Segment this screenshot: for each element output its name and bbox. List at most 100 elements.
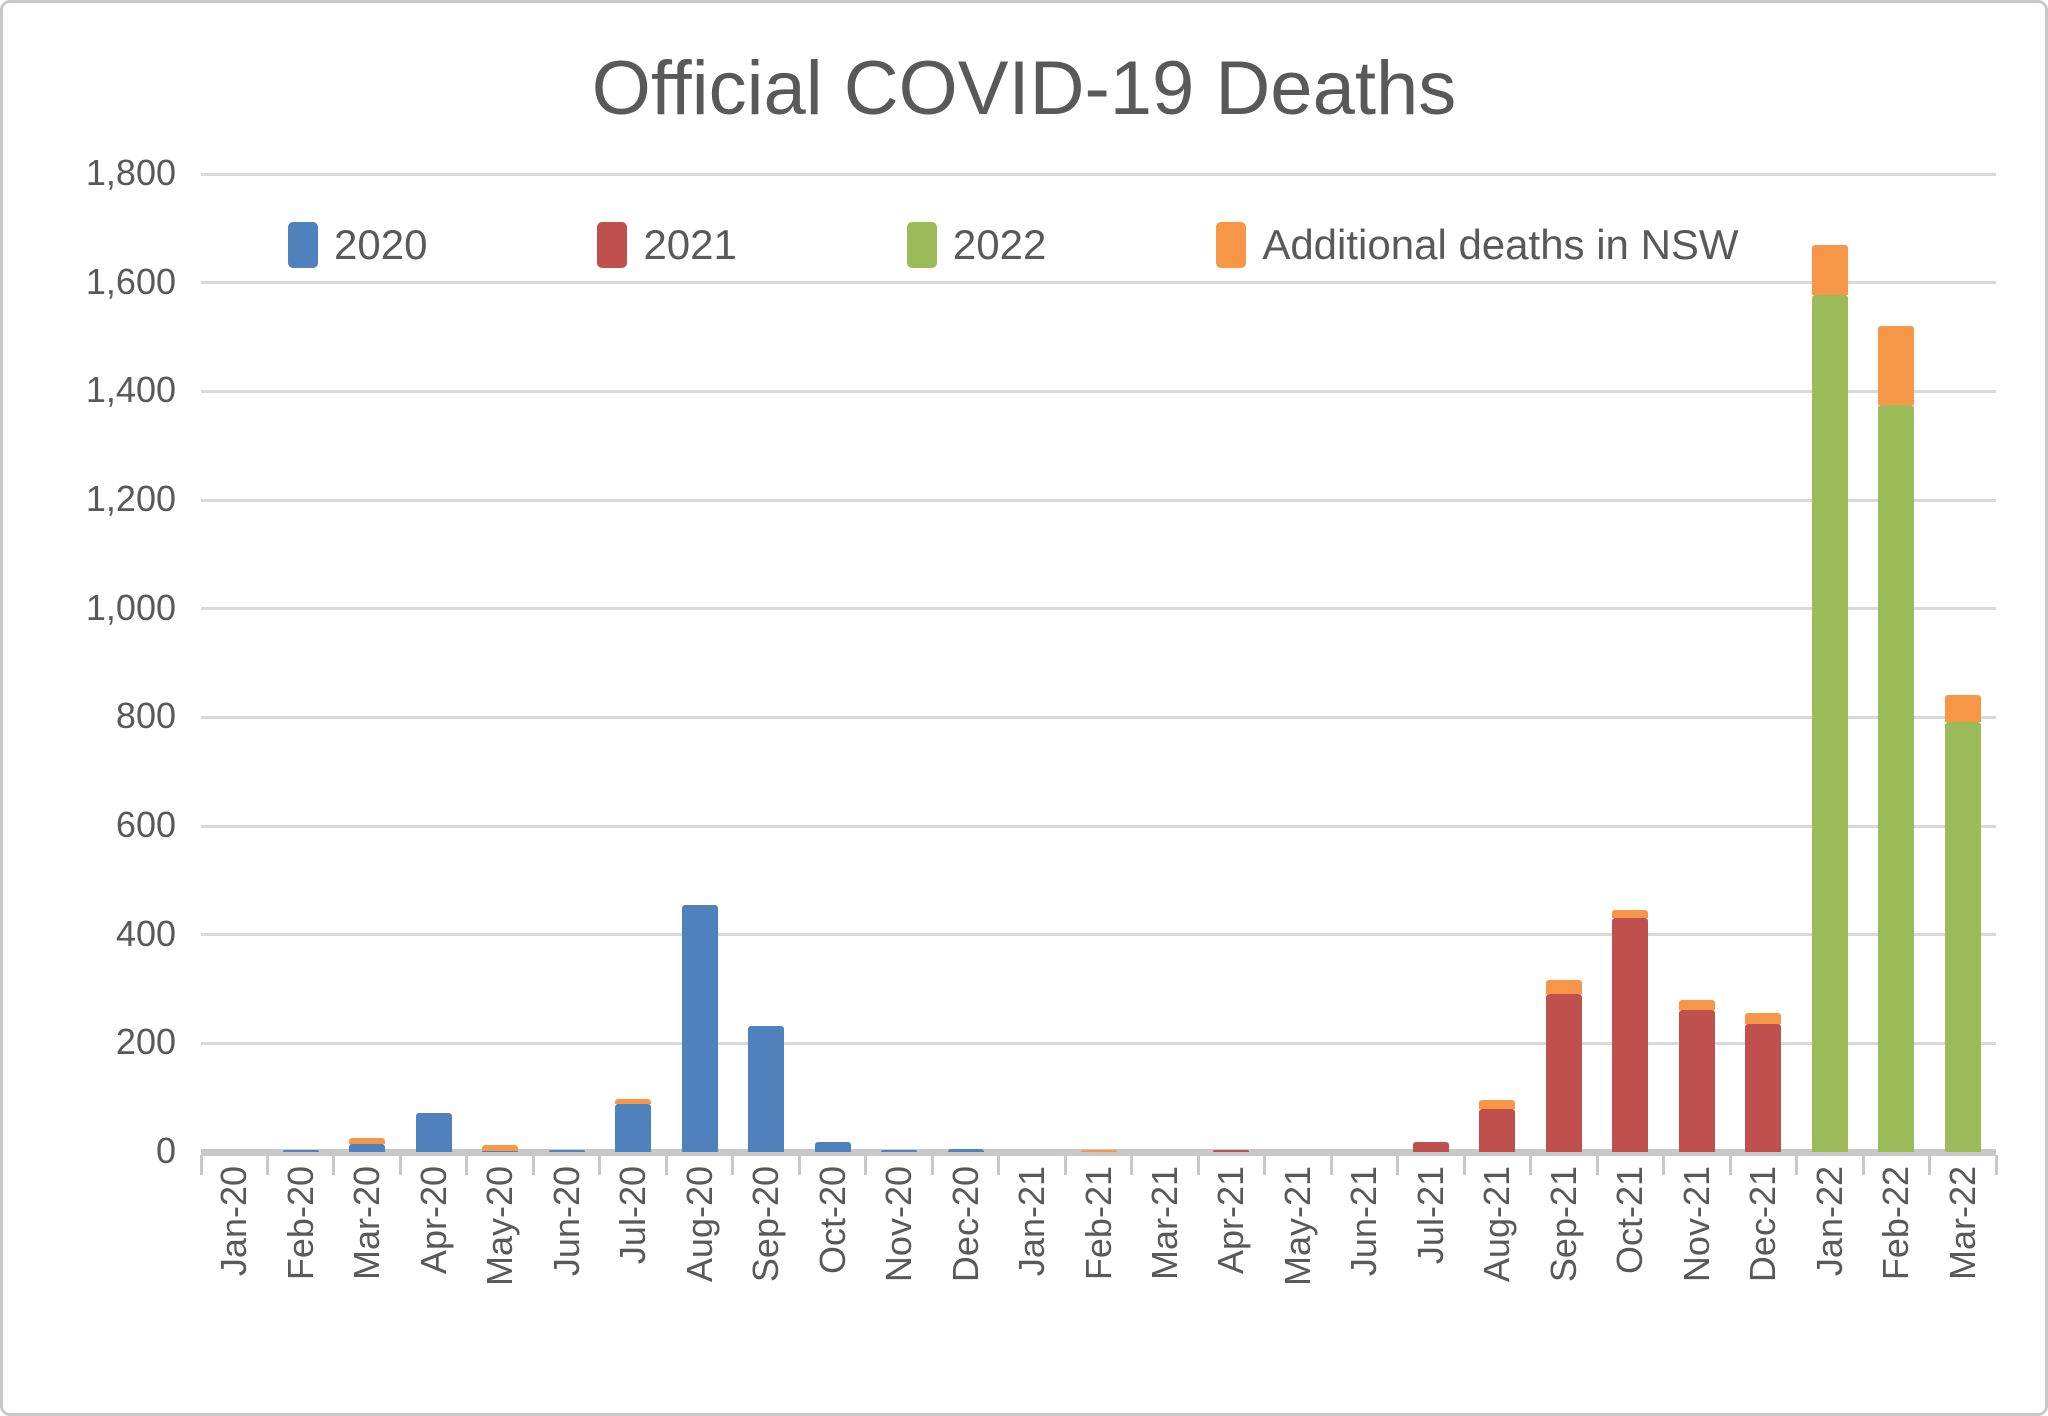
axis-tick: [531, 1155, 535, 1175]
bar-segment-2021-nov-21: [1678, 1009, 1715, 1152]
x-axis-label: Jan-22: [1808, 1166, 1850, 1277]
axis-tick: [1728, 1155, 1732, 1175]
gridline: [201, 933, 1996, 937]
x-axis-label: Jun-21: [1343, 1166, 1385, 1277]
x-axis-label: Jan-20: [213, 1166, 255, 1277]
x-axis-label: Oct-20: [811, 1166, 853, 1275]
bar-segment-2020-oct-20: [814, 1141, 851, 1152]
x-axis-label: Jun-20: [545, 1166, 587, 1277]
y-axis-label: 1,000: [85, 586, 176, 628]
axis-tick: [664, 1155, 668, 1175]
bar-segment-additional-deaths-in-nsw-oct-21: [1612, 910, 1649, 919]
bar-segment-2021-jul-21: [1412, 1141, 1449, 1152]
axis-tick: [1063, 1155, 1067, 1175]
axis-tick: [265, 1155, 269, 1175]
bar-segment-additional-deaths-in-nsw-sep-21: [1545, 980, 1582, 995]
bar-segment-2020-mar-20: [349, 1144, 386, 1152]
x-axis-label: Aug-21: [1476, 1166, 1518, 1283]
axis-tick: [1263, 1155, 1267, 1175]
axis-tick: [332, 1155, 336, 1175]
x-axis-label: Mar-22: [1941, 1166, 1983, 1281]
covid-deaths-chart: Official COVID-19 Deaths 2020 2021 2022 …: [3, 3, 2045, 1413]
y-axis-label: 0: [155, 1130, 176, 1171]
axis-tick: [199, 1155, 203, 1175]
y-axis-label: 1,400: [85, 369, 176, 411]
bar-segment-2021-oct-21: [1612, 918, 1649, 1152]
axis-tick: [398, 1155, 402, 1175]
bar-segment-additional-deaths-in-nsw-mar-20: [349, 1137, 386, 1145]
x-axis-label: Feb-22: [1875, 1166, 1917, 1281]
x-axis-label: May-21: [1276, 1166, 1318, 1287]
x-axis-label: Jan-21: [1011, 1166, 1053, 1277]
gridline: [201, 389, 1996, 393]
legend-label: 2022: [952, 221, 1047, 268]
x-axis-label: Apr-20: [412, 1166, 454, 1275]
axis-tick: [997, 1155, 1001, 1175]
bar-segment-additional-deaths-in-nsw-nov-21: [1678, 1000, 1715, 1010]
bar-segment-2020-dec-20: [947, 1149, 984, 1152]
x-axis-label: Oct-21: [1609, 1166, 1651, 1275]
axis-tick: [864, 1155, 868, 1175]
axis-tick: [1928, 1155, 1932, 1175]
axis-tick: [1662, 1155, 1666, 1175]
bar-segment-2020-jun-20: [548, 1149, 585, 1152]
bar-segment-additional-deaths-in-nsw-jan-22: [1811, 244, 1848, 295]
bar-segment-additional-deaths-in-nsw-jul-20: [615, 1098, 652, 1104]
legend-item-additional-deaths-nsw: Additional deaths in NSW: [1216, 221, 1739, 269]
x-axis-label: Nov-21: [1675, 1166, 1717, 1283]
bar-segment-2021-apr-21: [1213, 1149, 1250, 1152]
bar-segment-2020-apr-20: [415, 1112, 452, 1152]
axis-tick: [1196, 1155, 1200, 1175]
bar-segment-2021-dec-21: [1745, 1024, 1782, 1152]
bar-segment-additional-deaths-in-nsw-feb-21: [1080, 1149, 1117, 1152]
x-axis-line: [201, 1149, 1996, 1156]
x-axis-label: Apr-21: [1210, 1166, 1252, 1275]
x-axis-label: Dec-20: [944, 1166, 986, 1283]
bar-segment-2020-aug-20: [681, 904, 718, 1152]
axis-tick: [1396, 1155, 1400, 1175]
gridline: [201, 824, 1996, 828]
x-axis-label: Dec-21: [1742, 1166, 1784, 1283]
gridline: [201, 607, 1996, 611]
axis-tick: [1529, 1155, 1533, 1175]
axis-tick: [598, 1155, 602, 1175]
x-axis-label: Feb-20: [279, 1166, 321, 1281]
legend-swatch-additional-deaths-nsw: [1216, 222, 1247, 268]
y-axis-label: 800: [115, 695, 176, 737]
x-axis-label: Nov-20: [878, 1166, 920, 1283]
bar-segment-2021-sep-21: [1545, 994, 1582, 1152]
legend-label: Additional deaths in NSW: [1262, 221, 1739, 268]
bar-segment-2020-sep-20: [748, 1025, 785, 1152]
chart-legend: 2020 2021 2022 Additional deaths in NSW: [288, 217, 1739, 273]
legend-label: 2021: [643, 221, 737, 268]
x-axis-label: May-20: [479, 1166, 521, 1287]
y-axis-label: 600: [115, 804, 176, 845]
bar-segment-2022-mar-22: [1944, 722, 1981, 1152]
axis-tick: [1795, 1155, 1799, 1175]
chart-title: Official COVID-19 Deaths: [591, 46, 1457, 131]
axis-tick: [1329, 1155, 1333, 1175]
axis-tick: [797, 1155, 801, 1175]
bar-segment-2021-aug-21: [1479, 1108, 1516, 1152]
bar-segment-2020-feb-20: [282, 1150, 319, 1152]
y-axis-label: 400: [115, 912, 176, 954]
x-axis-label: Feb-21: [1077, 1166, 1119, 1281]
x-axis-label: Mar-20: [346, 1166, 388, 1281]
bar-segment-2020-nov-20: [881, 1149, 918, 1152]
bar-segment-2020-may-20: [482, 1151, 519, 1152]
axis-tick: [930, 1155, 934, 1175]
legend-swatch-2022: [906, 222, 937, 268]
gridline: [201, 498, 1996, 502]
axis-tick: [465, 1155, 469, 1175]
bar-segment-additional-deaths-in-nsw-feb-22: [1878, 326, 1915, 405]
bar-segment-2020-jul-20: [615, 1103, 652, 1152]
legend-swatch-2021: [597, 222, 628, 268]
bar-segment-additional-deaths-in-nsw-aug-21: [1479, 1100, 1516, 1109]
bar-segment-additional-deaths-in-nsw-may-20: [482, 1144, 519, 1152]
x-axis-label: Aug-20: [678, 1166, 720, 1283]
axis-tick: [731, 1155, 735, 1175]
axis-tick: [1462, 1155, 1466, 1175]
x-axis-label: Mar-21: [1143, 1166, 1185, 1281]
legend-label: 2020: [334, 221, 428, 268]
y-axis-label: 200: [115, 1021, 176, 1063]
